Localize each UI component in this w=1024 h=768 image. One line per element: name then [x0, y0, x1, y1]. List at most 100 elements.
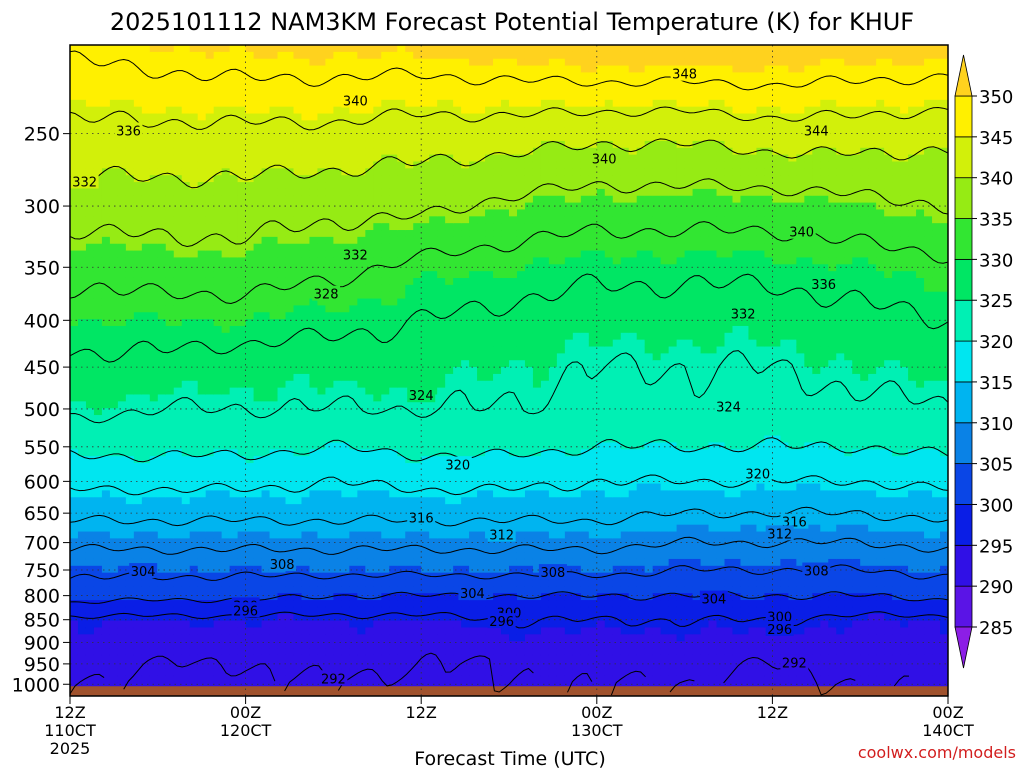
theta-cell	[405, 332, 414, 341]
theta-cell	[189, 120, 199, 128]
theta-cell	[221, 147, 231, 156]
theta-cell	[469, 353, 478, 361]
theta-cell	[365, 305, 374, 313]
theta-cell	[445, 394, 454, 402]
theta-cell	[293, 298, 303, 306]
theta-cell	[405, 442, 414, 450]
theta-cell	[357, 325, 366, 334]
theta-cell	[389, 552, 398, 560]
theta-cell	[117, 106, 127, 115]
theta-cell	[325, 682, 334, 690]
theta-cell	[437, 641, 446, 649]
theta-cell	[381, 415, 390, 423]
theta-cell	[165, 456, 175, 464]
theta-cell	[477, 394, 486, 402]
theta-cell	[357, 195, 366, 204]
theta-cell	[221, 65, 231, 74]
theta-cell	[469, 161, 478, 169]
theta-cell	[237, 284, 247, 293]
theta-cell	[389, 661, 398, 670]
theta-cell	[70, 668, 79, 677]
theta-cell	[373, 593, 382, 601]
theta-cell	[197, 188, 207, 197]
theta-cell	[157, 524, 167, 533]
theta-cell	[389, 641, 398, 649]
theta-cell	[365, 641, 374, 649]
theta-cell	[429, 380, 438, 389]
theta-cell	[285, 182, 295, 190]
theta-cell	[101, 572, 111, 581]
theta-cell	[205, 606, 215, 615]
theta-cell	[85, 79, 95, 87]
theta-cell	[293, 552, 303, 560]
theta-cell	[285, 243, 295, 252]
theta-cell	[157, 257, 167, 265]
theta-cell	[213, 188, 223, 197]
theta-cell	[389, 346, 398, 354]
theta-cell	[133, 682, 143, 690]
theta-cell	[453, 613, 462, 622]
theta-cell	[101, 510, 111, 519]
theta-cell	[189, 264, 199, 272]
theta-cell	[461, 271, 470, 279]
theta-cell	[333, 168, 342, 176]
theta-cell	[261, 216, 271, 224]
theta-cell	[301, 469, 311, 478]
theta-cell	[93, 579, 103, 587]
theta-cell	[285, 58, 295, 67]
theta-cell	[157, 339, 167, 348]
theta-cell	[325, 161, 334, 169]
theta-cell	[229, 319, 239, 327]
theta-cell	[437, 463, 446, 471]
theta-cell	[205, 524, 215, 533]
theta-cell	[181, 401, 191, 409]
theta-cell	[397, 613, 406, 622]
theta-cell	[93, 168, 103, 176]
theta-cell	[213, 558, 223, 567]
theta-cell	[277, 216, 287, 224]
theta-cell	[309, 490, 319, 498]
theta-cell	[173, 545, 183, 553]
theta-cell	[437, 99, 446, 108]
theta-cell	[349, 230, 358, 238]
theta-cell	[445, 593, 454, 601]
theta-cell	[373, 86, 382, 94]
theta-cell	[421, 661, 430, 670]
theta-cell	[109, 373, 119, 382]
theta-cell	[101, 654, 111, 663]
theta-cell	[469, 490, 478, 498]
theta-cell	[325, 79, 334, 87]
theta-cell	[461, 558, 470, 567]
theta-cell	[389, 298, 398, 306]
theta-cell	[397, 161, 406, 169]
theta-cell	[173, 538, 183, 546]
theta-cell	[93, 264, 103, 272]
theta-cell	[301, 236, 311, 245]
theta-cell	[70, 51, 79, 60]
theta-cell	[205, 627, 215, 635]
theta-cell	[317, 236, 327, 245]
theta-cell	[293, 613, 303, 622]
theta-cell	[133, 421, 143, 430]
theta-cell	[253, 325, 263, 334]
theta-cell	[269, 682, 279, 690]
theta-cell	[469, 72, 478, 80]
theta-cell	[77, 456, 87, 464]
theta-cell	[309, 277, 319, 286]
theta-cell	[269, 586, 279, 594]
theta-cell	[70, 510, 79, 519]
theta-cell	[397, 319, 406, 327]
theta-cell	[125, 51, 135, 60]
theta-cell	[253, 72, 263, 80]
theta-cell	[221, 58, 231, 67]
theta-cell	[277, 634, 287, 642]
theta-cell	[373, 579, 382, 587]
theta-cell	[229, 367, 239, 375]
theta-cell	[269, 401, 279, 409]
theta-cell	[213, 408, 223, 416]
theta-cell	[109, 106, 119, 115]
theta-cell	[373, 79, 382, 87]
theta-cell	[245, 531, 255, 539]
theta-cell	[453, 408, 462, 416]
theta-cell	[141, 490, 151, 498]
